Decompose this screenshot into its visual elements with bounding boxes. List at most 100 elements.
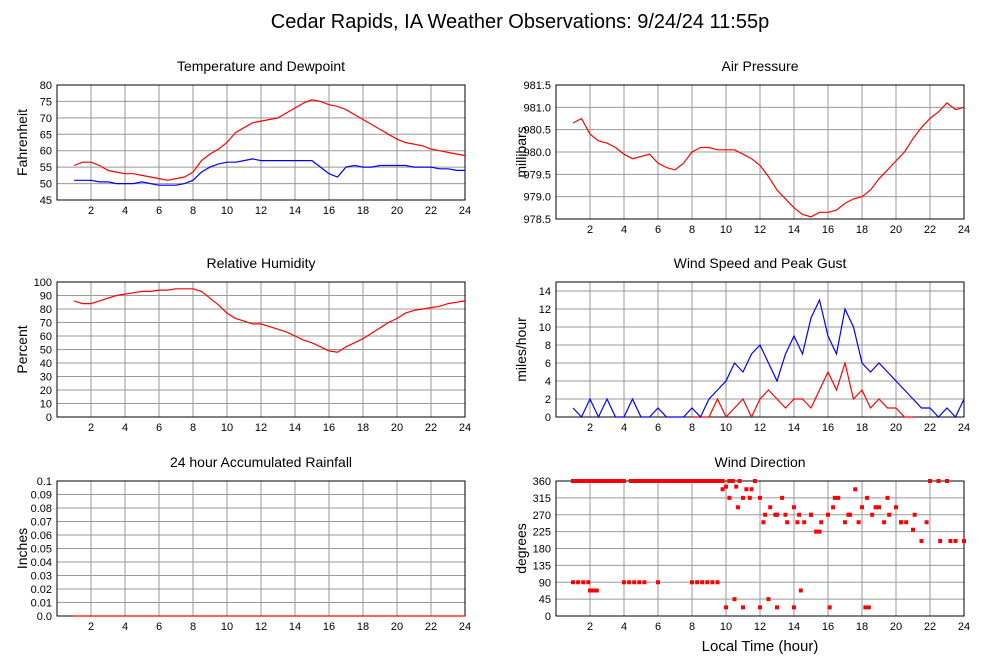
wind-dir-point bbox=[720, 479, 725, 483]
temp-xtick-label: 4 bbox=[122, 205, 128, 217]
humidity-ytick-label: 30 bbox=[40, 372, 52, 384]
wind-dir-point bbox=[899, 520, 904, 525]
rain-xtick-label: 18 bbox=[357, 621, 369, 633]
pressure-ytick-label: 980.0 bbox=[523, 147, 551, 159]
wind-dir-point bbox=[574, 479, 579, 483]
wind-dir-point bbox=[744, 487, 749, 492]
wind-dir-point bbox=[571, 580, 575, 585]
wind-dir-point bbox=[632, 479, 637, 483]
humidity-ytick-label: 50 bbox=[40, 345, 52, 357]
wind-dir-point bbox=[853, 487, 858, 492]
wind-speed-ytick-label: 8 bbox=[545, 340, 551, 352]
temp-ytick-label: 80 bbox=[40, 80, 52, 92]
wind-speed-ytick-label: 4 bbox=[545, 376, 551, 388]
rain-xtick-label: 2 bbox=[88, 621, 94, 633]
wind-dir-point bbox=[669, 479, 674, 483]
humidity-xtick-label: 12 bbox=[255, 422, 267, 434]
wind-dir-point bbox=[894, 505, 898, 510]
wind-dir-point bbox=[732, 597, 737, 602]
wind-dir-point bbox=[948, 539, 953, 543]
temp-xtick-label: 14 bbox=[289, 205, 301, 217]
temp-xtick-label: 22 bbox=[425, 205, 437, 217]
wind-dir-ylabel: degrees bbox=[513, 523, 529, 574]
wind-dir-point bbox=[686, 479, 691, 483]
wind-dir-point bbox=[639, 479, 643, 483]
temp-xtick-label: 18 bbox=[357, 205, 369, 217]
rain-xtick-label: 20 bbox=[391, 621, 403, 633]
wind-speed-xtick-label: 8 bbox=[689, 422, 695, 434]
wind-dir-ytick-label: 360 bbox=[533, 476, 551, 488]
wind-dir-ytick-label: 135 bbox=[533, 560, 551, 572]
pressure-xtick-label: 4 bbox=[621, 224, 627, 236]
wind-speed-xtick-label: 14 bbox=[788, 422, 800, 434]
wind-dir-point bbox=[649, 479, 654, 483]
humidity-ytick-label: 40 bbox=[40, 358, 52, 370]
temp-ylabel: Fahrenheit bbox=[14, 109, 30, 176]
wind-dir-point bbox=[659, 479, 664, 483]
wind-speed-xtick-label: 6 bbox=[655, 422, 661, 434]
wind-dir-point bbox=[827, 605, 832, 610]
wind-dir-xtick-label: 20 bbox=[890, 621, 902, 633]
wind-dir-ytick-label: 45 bbox=[539, 594, 551, 606]
rain-xtick-label: 14 bbox=[289, 621, 301, 633]
wind-dir-point bbox=[798, 588, 803, 593]
wind-speed-xtick-label: 20 bbox=[890, 422, 902, 434]
rain-xtick-label: 4 bbox=[122, 621, 128, 633]
wind-dir-point bbox=[700, 580, 705, 585]
wind-dir-point bbox=[817, 529, 822, 534]
wind-dir-point bbox=[737, 479, 742, 483]
humidity-xtick-label: 4 bbox=[122, 422, 128, 434]
wind-dir-point bbox=[635, 479, 640, 483]
wind-dir-point bbox=[703, 479, 708, 483]
humidity-ytick-label: 20 bbox=[40, 385, 52, 397]
temp-ytick-label: 45 bbox=[40, 195, 52, 207]
humidity-series-line-0 bbox=[73, 288, 466, 353]
humidity-ytick-label: 10 bbox=[40, 399, 52, 411]
wind-dir-point bbox=[761, 520, 766, 525]
wind-speed-xtick-label: 10 bbox=[720, 422, 732, 434]
wind-dir-point bbox=[912, 512, 917, 517]
temp-title: Temperature and Dewpoint bbox=[177, 58, 345, 74]
humidity-xtick-label: 24 bbox=[459, 422, 471, 434]
wind-dir-xtick-label: 18 bbox=[856, 621, 868, 633]
wind-dir-point bbox=[863, 605, 868, 610]
humidity-ytick-label: 100 bbox=[34, 277, 52, 289]
rain-ytick-label: 0.0 bbox=[37, 611, 52, 623]
wind-dir-plot-frame bbox=[555, 480, 965, 617]
wind-speed-plot-frame bbox=[555, 281, 965, 418]
wind-dir-point bbox=[645, 479, 650, 483]
wind-speed-series-line-0 bbox=[692, 360, 913, 419]
wind-dir-point bbox=[642, 580, 647, 585]
wind-dir-point bbox=[783, 512, 788, 517]
wind-dir-ytick-label: 90 bbox=[539, 577, 551, 589]
wind-dir-point bbox=[679, 479, 684, 483]
wind-dir-point bbox=[928, 479, 932, 483]
wind-speed-xtick-label: 24 bbox=[958, 422, 970, 434]
temp-ytick-label: 65 bbox=[40, 129, 52, 141]
wind-dir-point bbox=[628, 479, 633, 483]
wind-dir-point bbox=[627, 580, 632, 585]
wind-dir-point bbox=[571, 479, 575, 483]
pressure-ytick-label: 980.5 bbox=[523, 125, 551, 137]
wind-speed-xtick-label: 16 bbox=[822, 422, 834, 434]
wind-dir-xtick-label: 10 bbox=[720, 621, 732, 633]
humidity-ytick-label: 90 bbox=[40, 291, 52, 303]
wind-speed-ytick-label: 14 bbox=[539, 286, 551, 298]
wind-dir-point bbox=[904, 520, 909, 525]
wind-dir-xtick-label: 8 bbox=[689, 621, 695, 633]
pressure-xtick-label: 24 bbox=[958, 224, 970, 236]
wind-dir-point bbox=[758, 605, 762, 610]
wind-dir-point bbox=[581, 479, 586, 483]
temp-xtick-label: 16 bbox=[323, 205, 335, 217]
rain-ytick-label: 0.08 bbox=[31, 503, 52, 515]
wind-dir-point bbox=[724, 484, 728, 489]
wind-dir-point bbox=[656, 479, 660, 483]
pressure-xtick-label: 22 bbox=[924, 224, 936, 236]
wind-speed-ytick-label: 2 bbox=[545, 394, 551, 406]
wind-dir-point bbox=[591, 479, 596, 483]
pressure-xtick-label: 8 bbox=[689, 224, 695, 236]
wind-dir-point bbox=[705, 580, 710, 585]
pressure-xtick-label: 12 bbox=[754, 224, 766, 236]
